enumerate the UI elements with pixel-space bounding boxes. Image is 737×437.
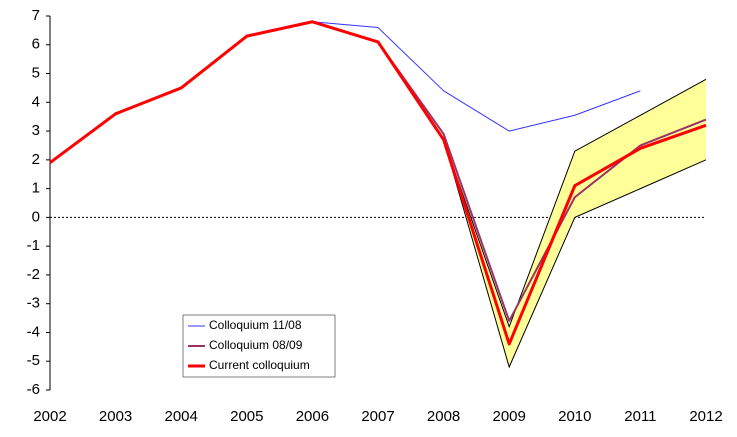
y-tick-label: -5 (27, 352, 40, 369)
y-tick-label: -6 (27, 381, 40, 398)
series-line (49, 21, 641, 164)
series-line (49, 20, 707, 322)
y-tick-label: 3 (32, 122, 40, 139)
legend-box (182, 314, 336, 378)
band-upper (443, 78, 707, 329)
legend-label: Colloquium 08/09 (209, 338, 303, 352)
y-tick-label: 5 (32, 65, 40, 82)
y-tick-label: -2 (27, 266, 40, 283)
y-tick-label: 6 (32, 36, 40, 53)
legend-label: Current colloquium (209, 358, 310, 372)
y-tick-label: 7 (32, 7, 40, 24)
legend: Colloquium 11/08 Colloquium 08/09 Current … (182, 314, 336, 378)
x-tick-label: 2010 (558, 408, 591, 425)
x-tick-label: 2002 (33, 408, 66, 425)
x-tick-label: 2003 (99, 408, 132, 425)
x-tick-label: 2008 (427, 408, 460, 425)
x-tick-label: 2007 (361, 408, 394, 425)
y-tick-label: 0 (32, 208, 40, 225)
band-lower (443, 139, 707, 369)
x-tick-label: 2006 (296, 408, 329, 425)
y-tick-label: 4 (32, 93, 40, 110)
y-tick-label: -3 (27, 295, 40, 312)
x-tick-label: 2012 (689, 408, 722, 425)
y-tick-label: -4 (27, 323, 40, 340)
x-tick-label: 2005 (230, 408, 263, 425)
legend-label: Colloquium 11/08 (209, 318, 302, 332)
x-tick-label: 2004 (165, 408, 198, 425)
y-tick-label: 1 (32, 180, 40, 197)
y-tick-label: 2 (32, 151, 40, 168)
x-tick-label: 2011 (624, 408, 656, 425)
y-tick-label: -1 (27, 237, 40, 254)
x-tick-label: 2009 (493, 408, 526, 425)
band-area (443, 79, 706, 367)
series-line (49, 20, 707, 346)
